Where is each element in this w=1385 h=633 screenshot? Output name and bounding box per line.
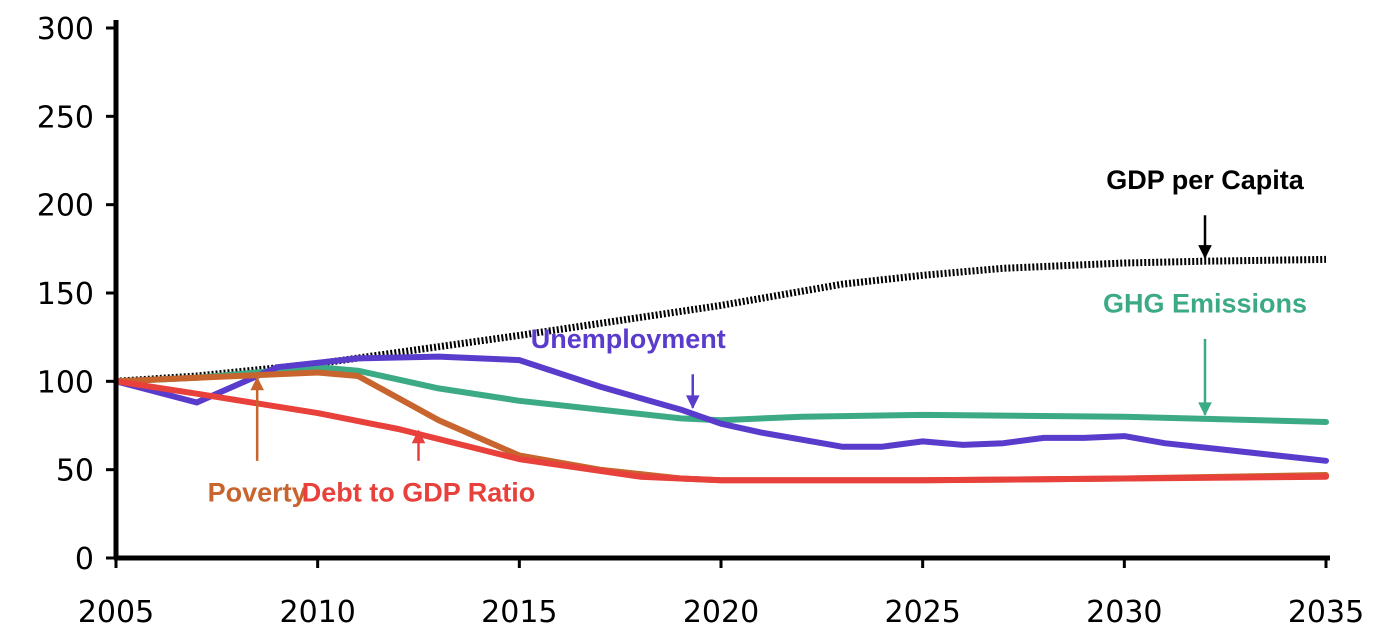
series-line-debt-to-gdp-ratio bbox=[113, 378, 1329, 484]
x-tick-label: 2025 bbox=[884, 595, 960, 630]
series-line-ghg-emissions bbox=[113, 364, 1329, 425]
axes: 0 50 100 150 200 250 300 2005 2010 2015 2020 2025 20… bbox=[37, 12, 1364, 630]
annotation-arrow-head bbox=[250, 376, 264, 391]
x-tick-label: 2005 bbox=[78, 595, 154, 630]
series-line-unemployment bbox=[113, 353, 1329, 464]
y-tick-label: 150 bbox=[37, 277, 94, 312]
y-tick-label: 0 bbox=[75, 542, 94, 577]
x-tick-label: 2015 bbox=[481, 595, 557, 630]
annotation-gdp-per-capita: GDP per Capita bbox=[1106, 165, 1305, 195]
y-tick-label: 200 bbox=[37, 189, 94, 224]
y-tick-label: 300 bbox=[37, 12, 94, 47]
annotation-arrow-head bbox=[1198, 245, 1212, 259]
x-tick-label: 2010 bbox=[279, 595, 355, 630]
annotation-arrow-head bbox=[685, 395, 700, 409]
annotation-arrow-head bbox=[1198, 402, 1212, 417]
x-tick-label: 2035 bbox=[1288, 595, 1364, 630]
annotation-poverty: Poverty bbox=[208, 477, 307, 507]
annotation-debt-to-gdp-ratio: Debt to GDP Ratio bbox=[302, 477, 536, 507]
y-tick-label: 250 bbox=[37, 100, 94, 135]
series-lines bbox=[113, 255, 1329, 484]
annotation-unemployment: Unemployment bbox=[531, 324, 726, 354]
annotations: GDP per Capita GHG Emissions Unemployment P… bbox=[208, 165, 1307, 508]
annotation-ghg-emissions: GHG Emissions bbox=[1103, 288, 1307, 318]
x-tick-label: 2020 bbox=[683, 595, 759, 630]
annotation-arrow-head bbox=[411, 429, 426, 444]
y-tick-label: 100 bbox=[37, 365, 94, 400]
x-tick-label: 2030 bbox=[1086, 595, 1162, 630]
y-tick-label: 50 bbox=[56, 454, 94, 489]
